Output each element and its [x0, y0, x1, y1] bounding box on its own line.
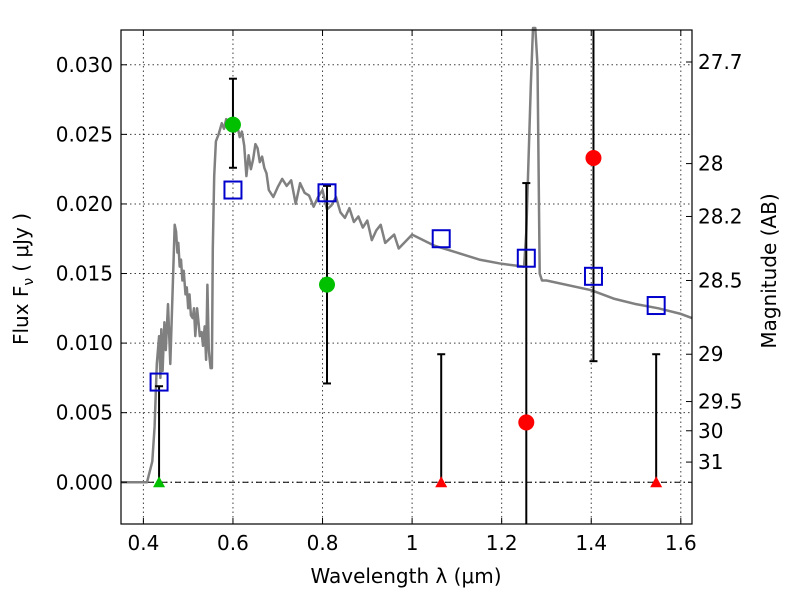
model-flux-marker: [223, 180, 243, 200]
grid-lines: [121, 30, 692, 524]
y-axis-label-unit: ( μJy ): [9, 213, 33, 272]
y2-tick-label: 27.7: [698, 50, 743, 74]
y2-axis-label: Magnitude (AB): [757, 193, 781, 348]
y-tick-label: 0.030: [56, 53, 113, 77]
x-tick-labels: 0.4 0.6 0.8 1 1.2 1.4 1.6: [127, 531, 696, 555]
y-tick-label: 0.000: [56, 470, 113, 494]
x-tick-label: 1: [406, 531, 419, 555]
y-tick-label: 0.010: [56, 331, 113, 355]
upper-limit-triangle: [650, 476, 663, 488]
y2-tick-label: 28: [698, 152, 723, 176]
upper-limit-triangle: [153, 476, 166, 488]
y2-tick-label: 30: [698, 419, 723, 443]
x-tick-label: 0.4: [127, 531, 159, 555]
y-tick-labels: 0.000 0.005 0.010 0.015 0.020 0.025 0.030: [56, 53, 113, 494]
y2-tick-label: 29: [698, 342, 723, 366]
y-axis-label-main: Flux F: [9, 286, 33, 345]
measured-flux-markers: [153, 116, 663, 488]
x-tick-label: 1.6: [665, 531, 697, 555]
y-axis-label: Flux Fν ( μJy ): [9, 213, 37, 345]
upper-limit-triangle: [435, 476, 448, 488]
y-axis-label-subscript: ν: [21, 278, 37, 286]
model-flux-marker: [583, 266, 603, 286]
model-flux-marker: [149, 372, 169, 392]
y-tick-label: 0.015: [56, 262, 113, 286]
measured-flux-point: [518, 414, 535, 431]
measured-flux-point: [585, 150, 602, 167]
axis-ticks: [121, 30, 692, 524]
y2-tick-label: 28.5: [698, 268, 743, 292]
y2-tick-labels: 27.7 28 28.2 28.5 29 29.5 30 31: [698, 50, 743, 474]
model-flux-marker: [431, 229, 451, 249]
measured-flux-point: [224, 116, 241, 133]
y-tick-label: 0.020: [56, 192, 113, 216]
plot-frame: [120, 29, 693, 525]
x-axis-label: Wavelength λ (μm): [310, 564, 501, 588]
model-flux-marker: [516, 248, 536, 268]
y-tick-label: 0.025: [56, 122, 113, 146]
y-tick-label: 0.005: [56, 401, 113, 425]
x-tick-label: 0.6: [217, 531, 249, 555]
y2-tick-label: 29.5: [698, 390, 743, 414]
measured-flux-point: [319, 276, 336, 293]
template-spectrum-line: [121, 26, 693, 484]
model-flux-marker: [317, 183, 337, 203]
y2-tick-label: 28.2: [698, 204, 743, 228]
x-tick-label: 1.2: [486, 531, 518, 555]
model-flux-marker: [646, 296, 666, 316]
y2-tick-label: 31: [698, 450, 723, 474]
x-tick-label: 1.4: [575, 531, 607, 555]
model-flux-markers: [149, 180, 666, 392]
x-tick-label: 0.8: [307, 531, 339, 555]
